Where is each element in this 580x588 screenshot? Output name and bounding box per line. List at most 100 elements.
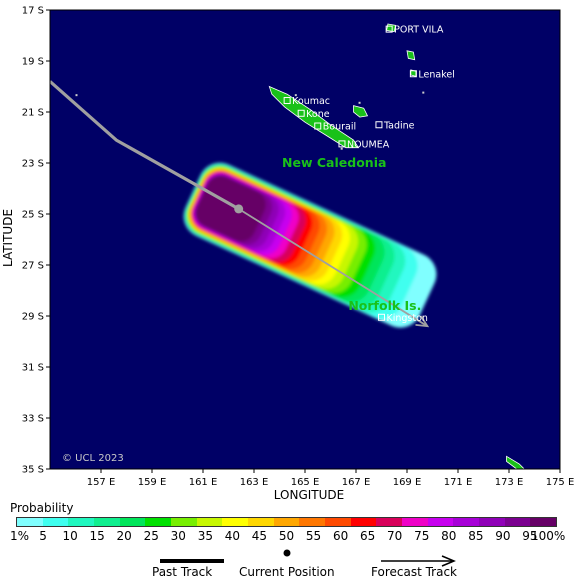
place-label: Tadine [383,120,415,131]
probability-swatch [145,518,172,526]
probability-level-label: 90 [495,529,511,543]
probability-level-label: 80 [441,529,457,543]
lifou-island [353,105,369,118]
past-track-line [50,80,240,211]
probability-level-label: 15 [89,529,105,543]
probability-swatch [530,518,557,526]
x-tick-label: 159 E [138,477,167,488]
probability-swatch [299,518,326,526]
y-tick-label: 19 S [22,57,44,68]
probability-swatch [350,518,377,526]
place-marker [378,313,385,321]
x-tick-label: 165 E [291,477,320,488]
islet [422,91,425,94]
y-tick-label: 17 S [22,6,44,17]
probability-level-label: 60 [332,529,349,543]
probability-level-label: 40 [224,529,241,543]
probability-level-label: 35 [197,529,213,543]
place-label: Kone [306,109,330,120]
y-tick-label: 33 S [22,414,44,425]
grande-terre [268,85,360,149]
probability-color-bar [16,517,557,527]
y-tick-label: 21 S [22,108,44,119]
islet [340,147,343,150]
probability-swatch [376,518,403,526]
probability-level-label: 20 [116,529,132,543]
probability-level-label: 70 [387,529,403,543]
longitude-ticks: 157 E 159 E 161 E 163 E 165 E 167 E 169 E 171 E… [87,469,575,488]
region-labels: New Caledonia Norfolk Is. [282,155,421,313]
place-marker [283,97,291,105]
land-layer [75,23,525,469]
probability-swatch [427,518,454,526]
probability-level-label: 25 [143,529,159,543]
probability-swatch [402,518,428,526]
y-tick-label: 25 S [22,210,44,221]
islet [294,94,297,97]
probability-swatch [325,518,351,526]
place-marker [297,109,305,117]
probability-level-label: 65 [360,529,376,543]
swath-band [195,175,266,242]
x-tick-label: 167 E [342,477,371,488]
current-position-key-dot [283,549,291,557]
probability-swatch [171,518,197,526]
hunter-island [506,455,525,469]
probability-level-label: 5 [39,529,47,543]
past-track-label: Past Track [152,565,213,579]
legend-title: Probability [10,501,74,515]
forecast-track-label: Forecast Track [371,565,457,579]
x-tick-label: 163 E [240,477,269,488]
place-label: Kingston [387,313,428,324]
y-tick-label: 31 S [22,363,44,374]
place-label: PORT VILA [394,25,444,36]
place-label: Koumac [292,96,330,107]
place-marker [338,140,346,148]
probability-level-label: 55 [305,529,322,543]
probability-swatch [17,518,43,526]
x-tick-label: 161 E [189,477,218,488]
place-label: Bourail [323,122,356,133]
region-label: New Caledonia [282,155,386,170]
forecast-arrowhead [415,315,430,328]
x-tick-label: 171 E [444,477,473,488]
latitude-ticks: 17 S 19 S 21 S 23 S 25 S 27 S 29 S 31 S 33 S 35 S [22,6,50,476]
probability-swatch [196,518,223,526]
place-marker [375,121,383,129]
probability-level-label: 10 [62,529,78,543]
islet [358,101,361,104]
x-tick-label: 175 E [546,477,575,488]
erromango-island [406,50,416,61]
x-tick-label: 157 E [87,477,116,488]
probability-swatch [222,518,249,526]
y-tick-label: 23 S [22,159,44,170]
probability-level-label: 45 [251,529,268,543]
current-position-marker [234,204,244,214]
place-marker [409,70,417,78]
probability-swatch [273,518,300,526]
islet [75,94,78,97]
probability-swatch [504,518,531,526]
probability-swatch [94,518,120,526]
x-axis-title: LONGITUDE [274,488,344,502]
probability-swatch [479,518,505,526]
copyright-credit: © UCL 2023 [62,453,124,464]
probability-level-label: 1% [10,529,30,543]
x-tick-label: 173 E [495,477,524,488]
probability-swatch [68,518,95,526]
y-axis-title: LATITUDE [1,209,15,267]
forecast-track-key-arrowhead [441,555,456,567]
region-label: Norfolk Is. [348,298,421,313]
probability-level-label: 85 [468,529,484,543]
probability-swatch [42,518,69,526]
probability-swatch [248,518,274,526]
place-marker [385,25,393,33]
probability-level-label: 95 [522,529,538,543]
current-position-label: Current Position [239,565,335,579]
probability-swatch [119,518,146,526]
x-tick-label: 169 E [393,477,422,488]
storm-track [50,80,430,328]
y-tick-label: 35 S [22,465,44,476]
probability-level-label: 100% [531,529,566,543]
